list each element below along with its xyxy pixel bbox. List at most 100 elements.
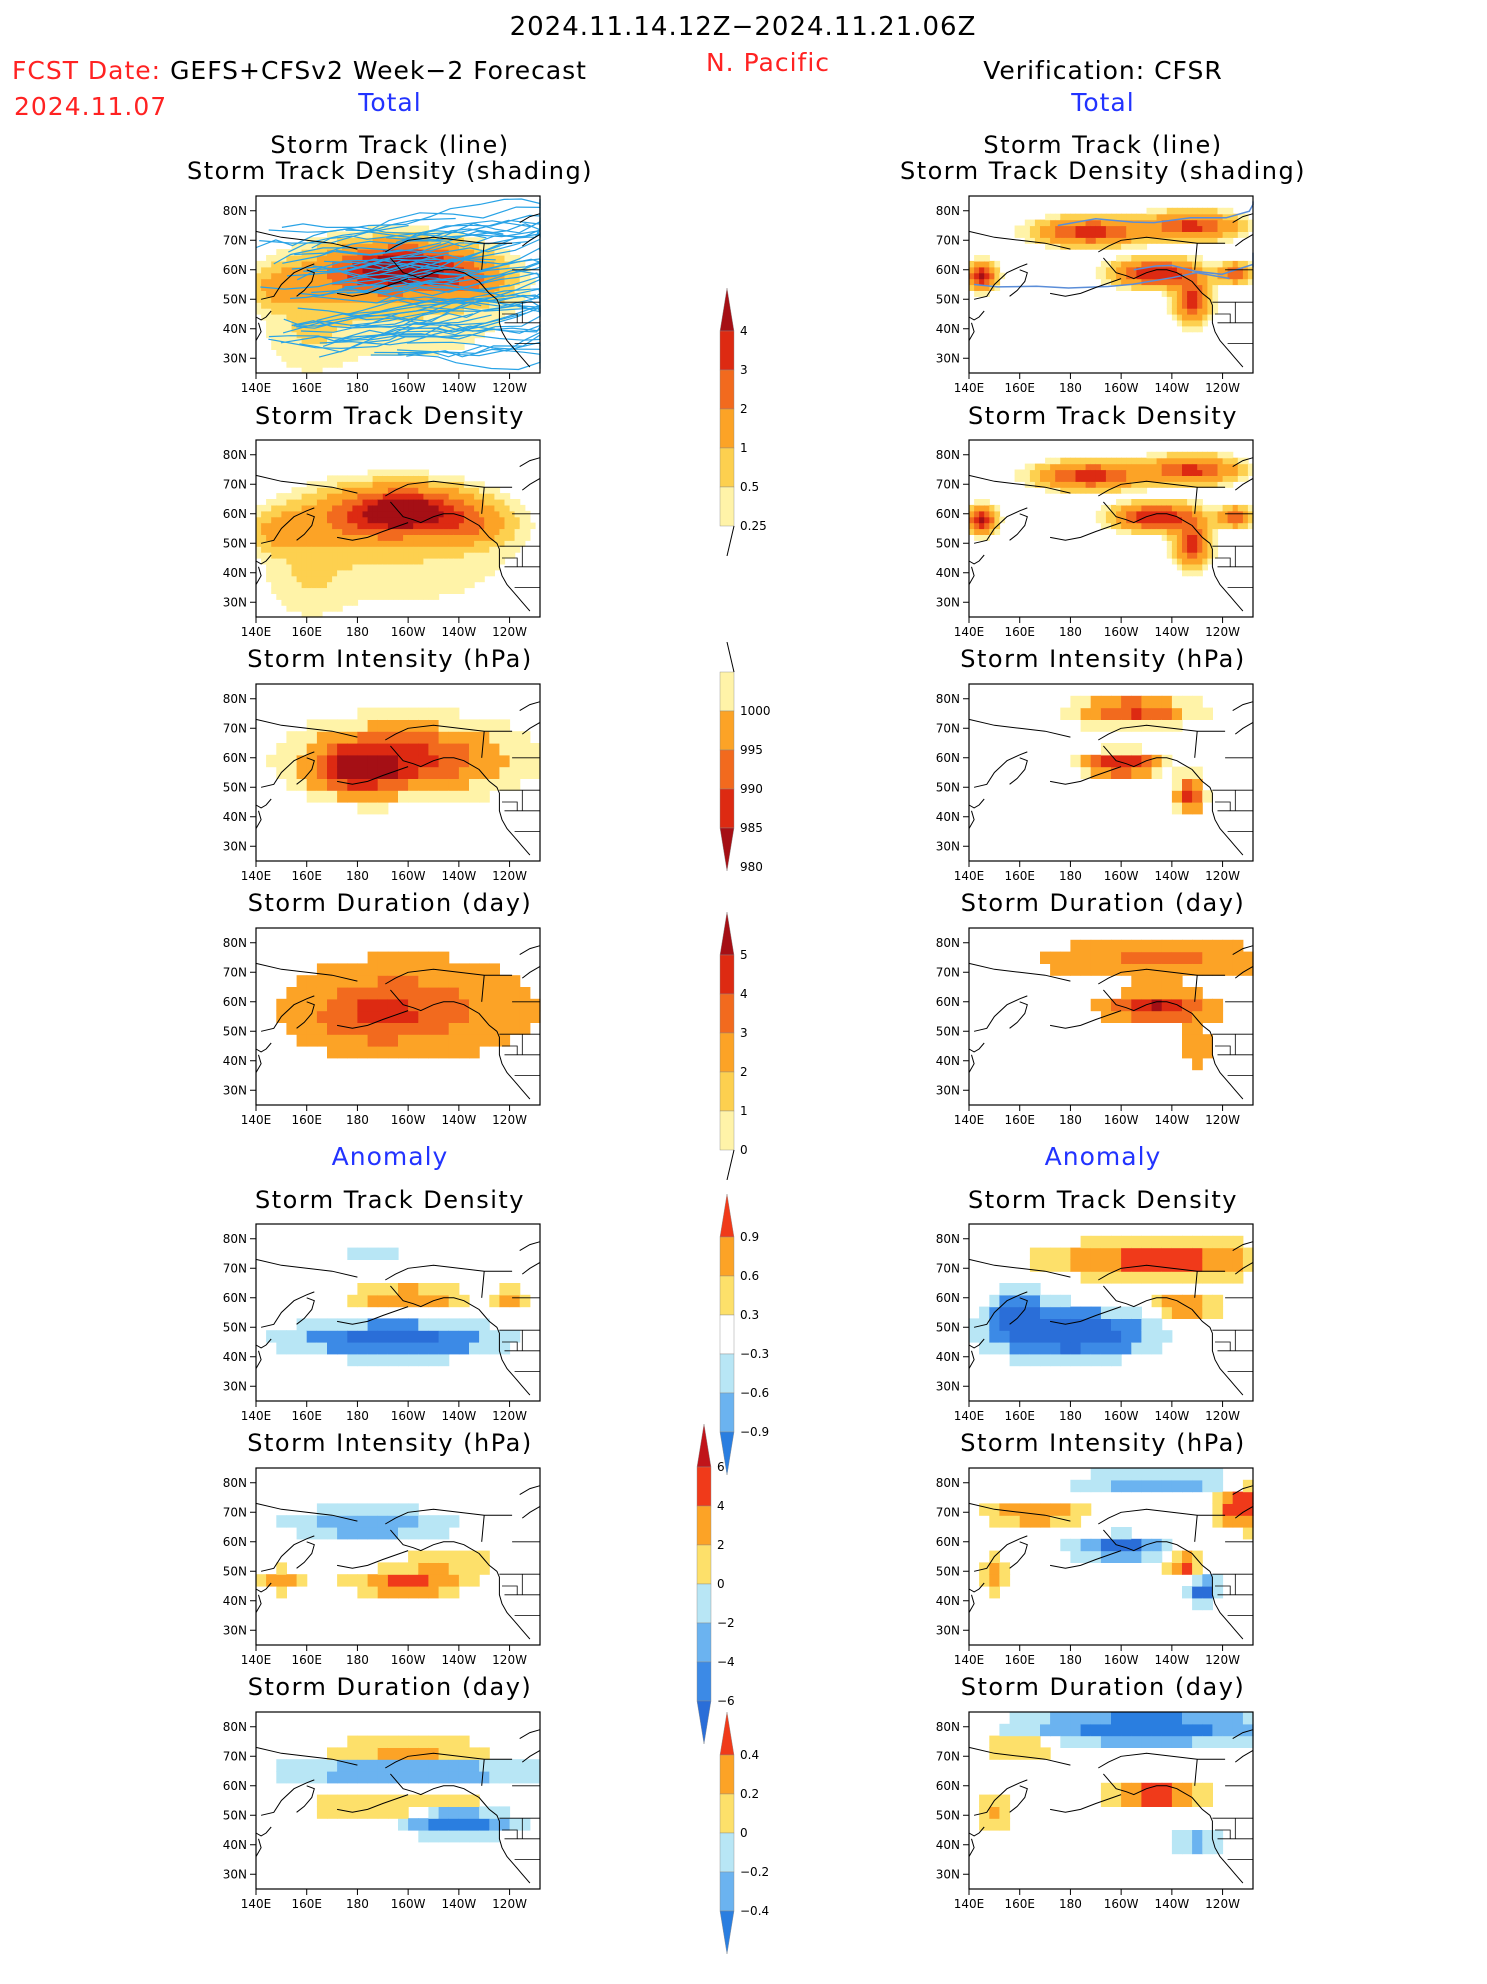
grid-cell	[1101, 458, 1107, 465]
grid-cell	[454, 517, 460, 524]
grid-cell	[388, 481, 394, 488]
grid-cell	[1131, 1271, 1142, 1283]
grid-cell	[423, 546, 429, 553]
grid-cell	[1212, 464, 1218, 471]
grid-cell	[297, 552, 303, 559]
y-tick-label: 60N	[223, 1779, 247, 1793]
grid-cell	[449, 1759, 460, 1771]
grid-cell	[363, 576, 369, 583]
grid-cell	[322, 487, 328, 494]
grid-cell	[449, 558, 455, 565]
grid-cell	[1010, 1330, 1021, 1342]
grid-cell	[292, 588, 298, 595]
grid-cell	[342, 546, 348, 553]
grid-cell	[1060, 1712, 1071, 1724]
grid-cell	[1101, 1259, 1112, 1271]
grid-cell	[337, 481, 343, 488]
grid-cell	[286, 1515, 297, 1527]
grid-cell	[363, 529, 369, 536]
grid-cell	[388, 511, 394, 518]
grid-cell	[276, 755, 287, 767]
grid-cell	[368, 1527, 379, 1539]
grid-cell	[286, 355, 292, 362]
x-tick-label: 180	[346, 1653, 369, 1667]
grid-cell	[1172, 1271, 1183, 1283]
grid-cell	[337, 1330, 348, 1342]
grid-cell	[281, 582, 287, 589]
grid-cell	[317, 349, 323, 356]
x-tick-label: 140E	[241, 625, 272, 639]
grid-cell	[1081, 1330, 1092, 1342]
grid-cell	[388, 570, 394, 577]
grid-cell	[439, 588, 445, 595]
grid-cell	[276, 558, 282, 565]
grid-cell	[439, 1515, 450, 1527]
grid-cell	[1192, 564, 1198, 571]
grid-cell	[1162, 1539, 1173, 1551]
grid-cell	[327, 285, 333, 292]
x-tick-label: 140W	[441, 381, 476, 395]
grid-cell	[403, 546, 409, 553]
grid-cell	[1197, 308, 1203, 315]
grid-cell	[428, 1515, 439, 1527]
grid-cell	[1030, 226, 1036, 233]
grid-cell	[1172, 1259, 1183, 1271]
grid-cell	[979, 1795, 990, 1807]
grid-cell	[449, 1046, 460, 1058]
grid-cell	[368, 570, 374, 577]
grid-cell	[499, 493, 505, 500]
grid-cell	[469, 731, 480, 743]
grid-cell	[363, 523, 369, 530]
grid-cell	[281, 273, 287, 280]
grid-cell	[449, 1771, 460, 1783]
grid-cell	[357, 243, 363, 250]
grid-cell	[1157, 475, 1163, 482]
grid-cell	[307, 355, 313, 362]
grid-cell	[281, 261, 287, 268]
grid-cell	[403, 475, 409, 482]
grid-cell	[322, 361, 328, 368]
grid-cell	[368, 475, 374, 482]
grid-cell	[439, 546, 445, 553]
grid-cell	[337, 963, 348, 975]
grid-cell	[347, 1503, 358, 1515]
grid-cell	[510, 1022, 521, 1034]
grid-cell	[1070, 458, 1076, 465]
grid-cell	[403, 493, 409, 500]
grid-cell	[449, 582, 455, 589]
grid-cell	[969, 505, 975, 512]
grid-cell	[459, 1330, 470, 1342]
grid-cell	[363, 540, 369, 547]
grid-cell	[347, 1759, 358, 1771]
grid-cell	[1136, 475, 1142, 482]
y-tick-label: 30N	[223, 1379, 247, 1393]
grid-cell	[266, 546, 272, 553]
grid-cell	[1162, 1248, 1173, 1260]
grid-cell	[286, 1342, 297, 1354]
grid-cell	[1121, 952, 1132, 964]
grid-cell	[408, 487, 414, 494]
grid-cell	[276, 517, 282, 524]
grid-cell	[342, 523, 348, 530]
grid-cell	[1126, 523, 1132, 530]
grid-cell	[1172, 719, 1183, 731]
title-track-line-left: Storm Track (line)	[270, 131, 509, 159]
grid-cell	[363, 517, 369, 524]
grid-cell	[1060, 231, 1066, 238]
grid-cell	[1182, 552, 1188, 559]
grid-cell	[1081, 481, 1087, 488]
grid-cell	[388, 593, 394, 600]
grid-cell	[302, 314, 308, 321]
grid-cell	[1126, 255, 1132, 262]
grid-cell	[989, 1736, 1000, 1748]
grid-cell	[357, 1527, 368, 1539]
grid-cell	[378, 499, 384, 506]
y-tick-label: 50N	[223, 536, 247, 550]
grid-cell	[1020, 1354, 1031, 1366]
grid-cell	[352, 582, 358, 589]
grid-cell	[383, 546, 389, 553]
y-tick-label: 60N	[223, 263, 247, 277]
grid-cell	[388, 1022, 399, 1034]
